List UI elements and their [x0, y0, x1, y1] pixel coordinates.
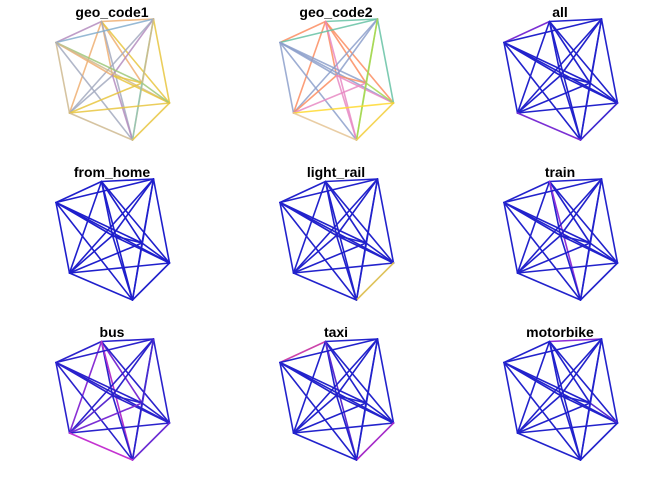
network-graph-train — [503, 178, 619, 301]
network-graph-motorbike — [503, 338, 619, 461]
network-graph-from-home — [55, 178, 171, 301]
network-graph-geo-code1 — [55, 18, 171, 141]
panel-taxi: taxi — [224, 320, 448, 480]
panel-geo-code2: geo_code2 — [224, 0, 448, 160]
network-graph-bus — [55, 338, 171, 461]
network-graph-taxi — [279, 338, 395, 461]
panel-title-geo-code2: geo_code2 — [299, 4, 373, 20]
network-graph-all — [503, 18, 619, 141]
panel-motorbike: motorbike — [448, 320, 672, 480]
panel-train: train — [448, 160, 672, 320]
panel-title-motorbike: motorbike — [526, 324, 594, 340]
panel-title-bus: bus — [99, 324, 125, 340]
panel-light-rail: light_rail — [224, 160, 448, 320]
panel-title-geo-code1: geo_code1 — [75, 4, 149, 20]
panel-title-train: train — [544, 164, 576, 180]
panel-title-taxi: taxi — [323, 324, 349, 340]
panel-title-light-rail: light_rail — [306, 164, 366, 180]
panel-geo-code1: geo_code1 — [0, 0, 224, 160]
network-graph-geo-code2 — [279, 18, 395, 141]
panel-from-home: from_home — [0, 160, 224, 320]
network-graph-light-rail — [279, 178, 395, 301]
panel-bus: bus — [0, 320, 224, 480]
panel-title-all: all — [552, 4, 568, 20]
panel-all: all — [448, 0, 672, 160]
panel-title-from-home: from_home — [73, 164, 151, 180]
